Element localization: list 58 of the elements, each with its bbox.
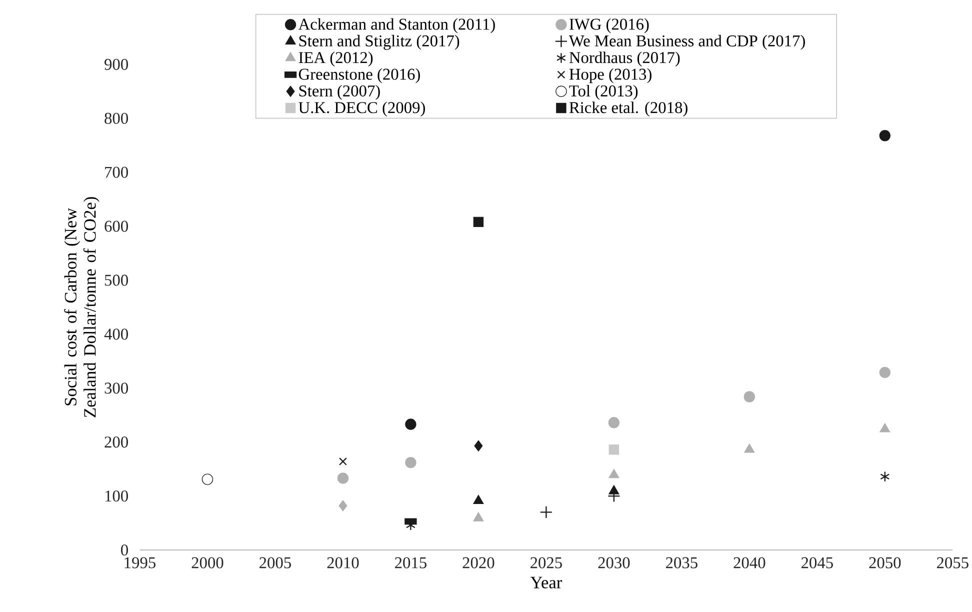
legend-label: IEA (2012) [298,52,373,67]
point [879,130,890,142]
legend-label: U.K. DECC (2009) [298,102,425,117]
x-tick-label: 2020 [462,557,494,568]
point [473,217,484,228]
point [880,471,890,482]
x-tick-label: 2040 [734,557,766,568]
legend-label: Ackerman and Stanton (2011) [298,18,495,34]
y-tick-label: 800 [104,113,128,124]
y-tick-label: 700 [105,166,128,178]
point [202,474,214,486]
y-tick-label: 300 [104,382,128,394]
point [338,500,348,512]
y-tick-label: 200 [104,436,128,448]
legend-label: Ricke etal. (2018) [569,102,688,117]
y-tick-label: 600 [104,220,128,232]
x-tick-label: 2010 [327,557,359,568]
x-tick-label: 1995 [124,557,156,568]
legend-label: Greenstone (2016) [298,68,420,84]
point [473,494,484,504]
y-tick-label: 900 [104,59,128,70]
point [744,444,755,453]
legend-label: Hope (2013) [569,68,652,84]
legend-label: Stern (2007) [299,85,380,100]
point [608,469,620,478]
x-tick-label: 2055 [936,557,968,568]
point [473,512,484,522]
y-tick-label: 400 [104,328,128,340]
x-tick-label: 2035 [666,557,698,568]
point [608,417,620,428]
y-tick-label: 0 [121,544,128,556]
y-axis-title: Social cost of Carbon (New Zealand Dollar/tonne of CO2e) [64,197,100,418]
point [608,444,620,455]
legend-label: Nordhaus (2017) [569,52,680,67]
legend-label: IWG (2016) [570,18,649,34]
point [474,440,483,452]
point [744,391,756,403]
y-tick-label: 100 [105,490,128,502]
point [405,457,416,468]
legend-label: We Mean Business and CDP (2017) [568,35,805,50]
point [879,367,890,378]
point [405,418,416,430]
point [880,423,890,432]
x-tick-label: 2045 [801,557,833,568]
x-axis-title: Year [530,577,562,589]
x-tick-label: 2000 [192,557,224,568]
x-tick-label: 2030 [598,557,630,568]
x-tick-label: 2015 [395,557,426,568]
point [337,472,349,484]
point [540,506,553,519]
x-tick-label: 2005 [260,557,291,568]
legend-label: Tol (2013) [569,85,638,100]
legend-label: Stern and Stiglitz (2017) [299,35,460,50]
point [608,485,620,495]
point [338,458,347,466]
x-tick-label: 2050 [869,557,901,568]
y-tick-label: 500 [104,274,128,286]
x-tick-label: 2025 [530,557,562,568]
